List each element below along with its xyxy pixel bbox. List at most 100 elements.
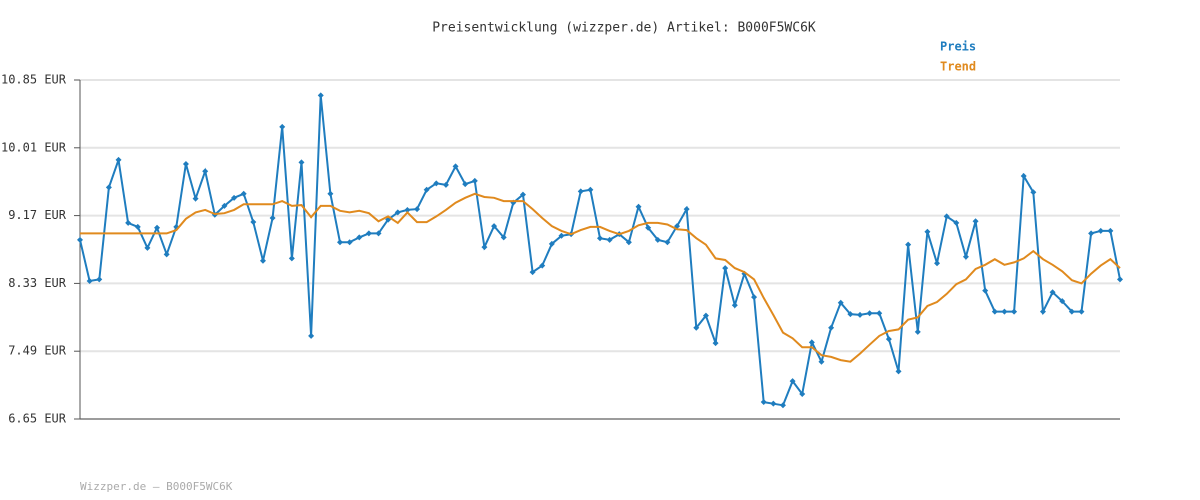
- point: [885, 336, 892, 343]
- point: [635, 203, 642, 210]
- chart-title: Preisentwicklung (wizzper.de) Artikel: B…: [432, 21, 816, 36]
- y-tick-label: 7.49 EUR: [8, 344, 67, 358]
- point: [404, 206, 411, 213]
- point: [279, 123, 286, 130]
- point: [606, 236, 613, 243]
- point: [356, 234, 363, 241]
- legend-entry: Trend: [940, 60, 976, 74]
- point: [192, 195, 199, 202]
- point: [317, 92, 324, 99]
- point: [558, 232, 565, 239]
- point: [1068, 308, 1075, 315]
- point: [760, 399, 767, 406]
- point: [1078, 308, 1085, 315]
- point: [789, 378, 796, 385]
- point: [163, 251, 170, 258]
- point: [1011, 308, 1018, 315]
- y-tick-label: 9.17 EUR: [8, 208, 67, 222]
- point: [365, 230, 372, 237]
- point: [394, 209, 401, 216]
- point: [982, 287, 989, 294]
- footer: Wizzper.de – B000F5WC6K: [80, 480, 233, 493]
- point: [433, 180, 440, 187]
- point: [587, 186, 594, 193]
- point: [500, 234, 507, 241]
- point: [375, 230, 382, 237]
- point: [847, 311, 854, 318]
- point: [423, 186, 430, 193]
- point: [86, 277, 93, 284]
- point: [1088, 230, 1095, 237]
- point: [96, 276, 103, 283]
- point: [914, 328, 921, 335]
- line-1: [80, 192, 1121, 363]
- point: [808, 339, 815, 346]
- point: [866, 310, 873, 317]
- point: [548, 240, 555, 247]
- point: [857, 311, 863, 318]
- point: [346, 239, 353, 246]
- point: [202, 168, 209, 175]
- point: [1030, 189, 1037, 196]
- point: [182, 160, 189, 167]
- point: [462, 181, 469, 188]
- point: [1039, 308, 1046, 315]
- point: [924, 228, 931, 235]
- point: [144, 244, 151, 251]
- point: [115, 156, 122, 163]
- point: [308, 332, 315, 339]
- point: [77, 236, 83, 243]
- point: [1020, 173, 1027, 180]
- point: [327, 190, 334, 197]
- point: [751, 294, 758, 301]
- point: [972, 218, 979, 225]
- point: [288, 255, 295, 262]
- point: [654, 236, 661, 243]
- line-0: [79, 95, 1121, 407]
- point: [895, 368, 902, 375]
- point: [962, 253, 969, 260]
- point: [337, 239, 343, 246]
- point: [154, 224, 161, 231]
- point: [491, 223, 498, 230]
- point: [693, 324, 700, 331]
- point: [597, 235, 603, 242]
- point: [1049, 289, 1056, 296]
- point: [770, 400, 777, 407]
- point: [529, 269, 536, 276]
- point: [519, 191, 526, 198]
- point: [105, 184, 112, 191]
- point: [943, 213, 950, 220]
- point: [1001, 308, 1008, 315]
- point: [1097, 227, 1104, 234]
- point: [1107, 227, 1114, 234]
- point: [837, 299, 844, 306]
- point: [414, 206, 421, 213]
- point: [828, 324, 835, 331]
- point: [221, 202, 228, 209]
- point: [818, 358, 825, 365]
- point: [125, 219, 132, 226]
- point: [664, 239, 671, 246]
- point: [712, 340, 719, 347]
- point: [876, 310, 883, 317]
- point: [240, 190, 247, 197]
- point: [779, 402, 786, 409]
- point: [298, 159, 305, 166]
- point: [645, 224, 652, 231]
- point: [481, 244, 488, 251]
- y-tick-label: 6.65 EUR: [8, 412, 67, 426]
- point: [934, 260, 941, 267]
- point: [442, 181, 449, 188]
- point: [577, 188, 584, 195]
- point: [702, 312, 709, 319]
- y-tick-label: 8.33 EUR: [8, 276, 67, 290]
- point: [625, 239, 632, 246]
- point: [953, 219, 960, 226]
- point: [1059, 298, 1066, 305]
- point: [905, 241, 912, 248]
- point: [134, 223, 141, 230]
- point: [799, 390, 806, 397]
- y-tick-label: 10.85 EUR: [1, 73, 67, 87]
